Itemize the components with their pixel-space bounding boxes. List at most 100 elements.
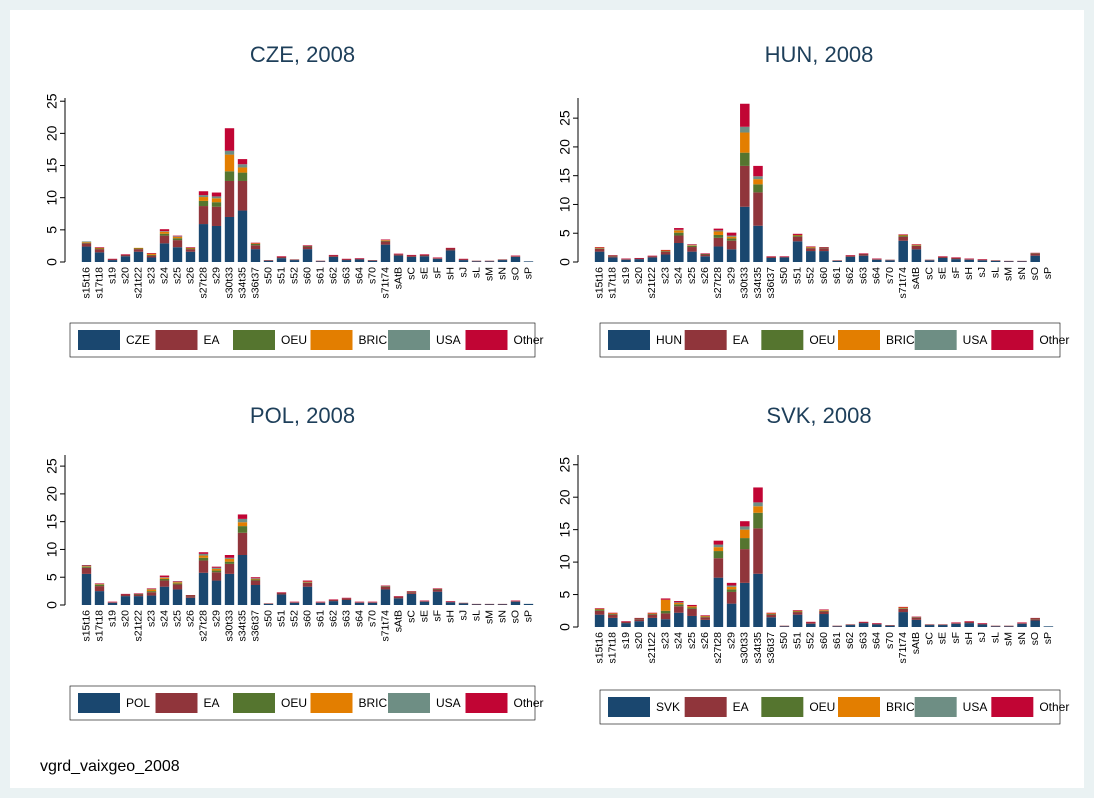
bar-segment <box>594 248 605 249</box>
bar-segment <box>211 225 222 262</box>
x-tick-label: s24 <box>673 632 685 649</box>
bar-segment <box>621 623 631 627</box>
x-tick-label: sN <box>496 267 508 280</box>
bar-segment <box>510 600 521 602</box>
bar-segment <box>94 583 105 584</box>
bar-segment <box>621 621 631 624</box>
bar-segment <box>819 610 829 611</box>
bar-segment <box>898 236 908 241</box>
bar-segment <box>341 597 352 599</box>
bar-segment <box>471 604 482 605</box>
y-tick-label: 25 <box>557 457 573 473</box>
x-tick-label: sC <box>923 267 935 280</box>
x-tick-label: s29 <box>725 267 737 284</box>
bar-segment <box>497 259 508 261</box>
bar-segment <box>594 247 605 248</box>
bar-segment <box>146 595 157 605</box>
bar-segment <box>211 568 222 571</box>
bar-segment <box>328 254 339 256</box>
bar-segment <box>660 251 671 255</box>
bar-segment <box>700 253 710 254</box>
bar-segment <box>660 613 671 620</box>
bar-segment <box>250 243 261 244</box>
bar-segment <box>766 614 776 618</box>
x-tick-label: s15t16 <box>593 632 605 664</box>
x-tick-label: s34t35 <box>236 610 248 642</box>
bar-segment <box>81 246 92 262</box>
bar-segment <box>964 621 974 622</box>
bar-segment <box>1017 261 1027 262</box>
x-tick-label: sH <box>444 610 456 623</box>
bar-segment <box>159 229 170 232</box>
bar-segment <box>594 608 605 609</box>
legend-label: USA <box>963 700 988 714</box>
bar-segment <box>354 602 365 603</box>
bar-segment <box>753 528 763 574</box>
bar-segment <box>594 614 605 627</box>
bar-segment <box>159 577 170 579</box>
bar-segment <box>81 242 92 243</box>
caption: vgrd_vaixgeo_2008 <box>40 758 180 775</box>
bar-segment <box>740 126 750 133</box>
bar-segment <box>120 596 131 605</box>
legend-label: EA <box>204 333 220 347</box>
bar-segment <box>224 557 235 559</box>
bar-segment <box>792 610 803 611</box>
bar-segment <box>753 176 763 180</box>
x-tick-label: s17t18 <box>93 610 105 642</box>
bar-segment <box>964 258 974 260</box>
bar-segment <box>133 594 144 597</box>
bar-segment <box>146 589 157 592</box>
x-tick-label: s70 <box>366 267 378 284</box>
x-tick-label: s50 <box>262 610 274 627</box>
y-tick-label: 5 <box>557 229 573 237</box>
bar-segment <box>713 551 724 559</box>
y-tick-label: 10 <box>557 196 573 212</box>
bar-segment <box>726 232 737 236</box>
bar-segment <box>740 206 750 262</box>
bar-segment <box>211 572 222 581</box>
bar-segment <box>1030 252 1040 254</box>
bar-segment <box>845 625 856 627</box>
bar-segment <box>146 592 157 596</box>
bar-segment <box>419 254 430 257</box>
bar-segment <box>858 623 869 627</box>
legend-label: SVK <box>656 700 680 714</box>
bar-segment <box>819 611 829 615</box>
bar-segment <box>845 255 856 256</box>
bar-segment <box>94 591 105 605</box>
bar-segment <box>497 604 508 605</box>
bar-segment <box>806 247 816 249</box>
bar-segment <box>1004 261 1014 262</box>
bar-segment <box>647 614 658 618</box>
bar-segment <box>315 260 326 262</box>
bar-segment <box>172 582 183 584</box>
legend-swatch <box>310 693 353 713</box>
bar-segment <box>608 257 618 262</box>
bar-segment <box>302 249 313 262</box>
bar-segment <box>341 258 352 260</box>
x-tick-label: s23 <box>659 632 671 649</box>
bar-segment <box>938 625 948 627</box>
bar-segment <box>484 604 495 605</box>
bar-segment <box>328 600 339 602</box>
bar-segment <box>432 257 443 259</box>
bar-segment <box>185 596 196 598</box>
bar-segment <box>647 614 658 615</box>
x-tick-label: sL <box>470 267 482 278</box>
bar-segment <box>713 234 724 238</box>
x-tick-label: sC <box>923 632 935 645</box>
bar-segment <box>647 255 658 257</box>
bar-segment <box>766 256 776 257</box>
legend-swatch <box>608 330 650 350</box>
bar-segment <box>198 572 209 605</box>
x-tick-label: s30t33 <box>739 267 751 299</box>
bar-segment <box>792 611 803 613</box>
bar-segment <box>250 577 261 579</box>
bar-segment <box>832 260 842 262</box>
bar-segment <box>674 243 684 262</box>
bar-segment <box>172 581 183 582</box>
x-tick-label: sE <box>937 267 949 279</box>
bar-segment <box>911 244 922 245</box>
